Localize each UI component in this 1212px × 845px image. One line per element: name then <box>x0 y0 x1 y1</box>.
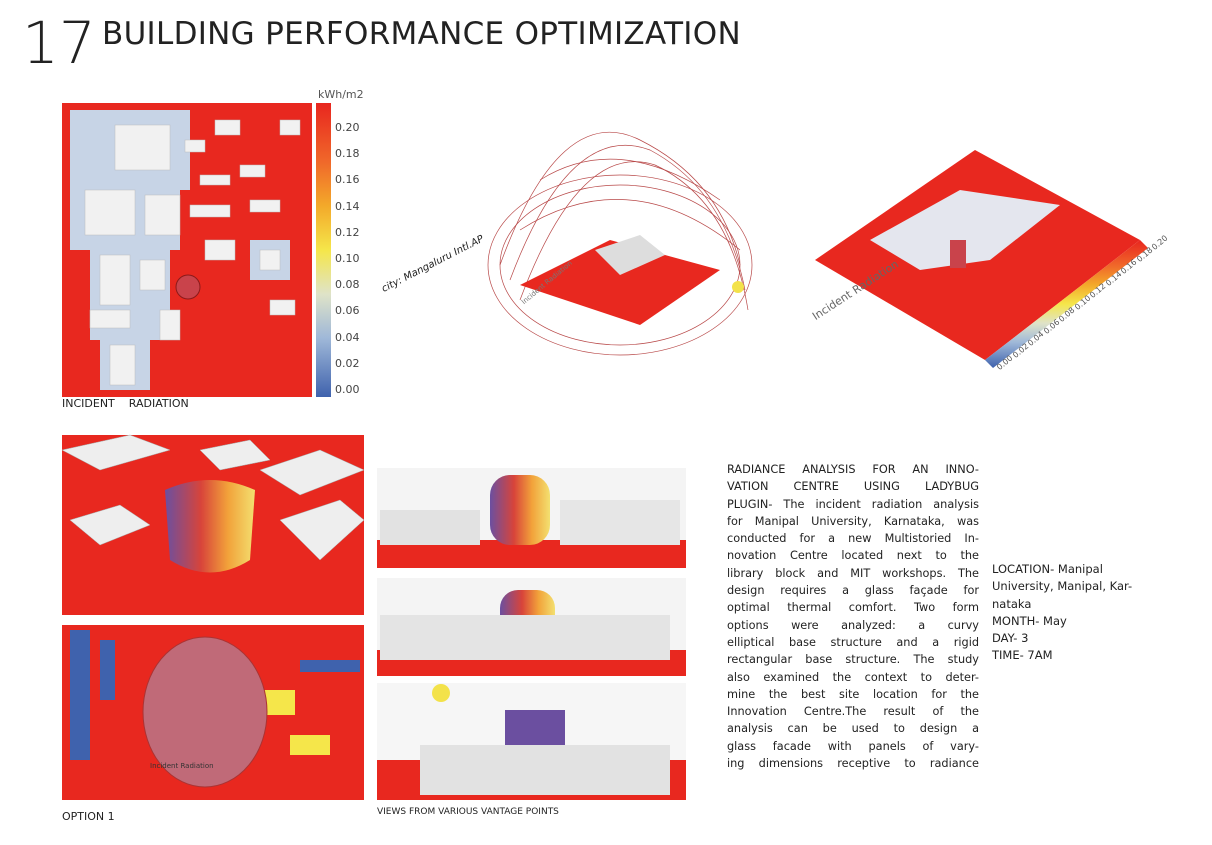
views-caption: VIEWS FROM VARIOUS VANTAGE POINTS <box>377 807 559 817</box>
description-line: rectangular base structure. The study <box>727 653 979 667</box>
legend-label: 0.00 <box>335 383 360 396</box>
legend-label: 0.16 <box>335 173 360 187</box>
location-line: LOCATION- Manipal <box>992 562 1103 576</box>
description-line: PLUGIN- The incident radiation analysis <box>727 497 979 511</box>
legend-label: 0.18 <box>335 147 360 161</box>
location-line: nataka <box>992 596 1032 611</box>
description-line: conducted for a new Multistoried In- <box>727 532 979 546</box>
description-line: also examined the context to deter- <box>727 670 979 684</box>
page-number: 17 <box>22 9 96 77</box>
description-line: Innovation Centre.The result of the <box>727 705 979 719</box>
description-line: glass facade with panels of vary- <box>727 739 979 753</box>
location-line: University, Manipal, Kar- <box>992 579 1133 594</box>
description-line: novation Centre located next to the <box>727 549 979 563</box>
description: RADIANCE ANALYSIS FOR AN INNO- VATION CEN… <box>727 461 979 772</box>
legend-label: 0.20 <box>335 121 360 134</box>
description-line: optimal thermal comfort. Two form <box>727 601 979 615</box>
location: LOCATION- Manipal University, Manipal, Ka… <box>992 561 1132 665</box>
site-3d-buildings <box>870 190 1060 270</box>
site-3d-tower <box>950 240 966 268</box>
description-line: RADIANCE ANALYSIS FOR AN INNO- <box>727 463 979 476</box>
description-line: elliptical base structure and a rigid <box>727 635 979 649</box>
legend-label: 0.06 <box>335 304 360 318</box>
option-tower <box>165 480 255 573</box>
legend-3d-bar <box>985 240 1148 368</box>
site-tower <box>175 274 201 300</box>
legend-label: 0.10 <box>335 252 360 265</box>
sun <box>732 281 744 293</box>
legend-label: 0.08 <box>335 278 360 292</box>
legend-label: 0.04 <box>335 330 360 344</box>
legend-label: 0.14 <box>335 199 360 213</box>
description-line: library block and MIT workshops. The <box>727 566 979 580</box>
location-line: MONTH- May <box>992 613 1067 628</box>
sun-buildings <box>595 235 665 275</box>
legend-bar <box>316 103 331 397</box>
legend-label: 0.12 <box>335 225 360 239</box>
page-title: BUILDING PERFORMANCE OPTIMIZATION <box>102 16 741 52</box>
location-line: DAY- 3 <box>992 631 1029 646</box>
description-line: ing dimensions receptive to radiance <box>727 757 979 771</box>
site-caption: INCIDENT RADIATION <box>62 397 189 410</box>
description-line: design requires a glass façade for <box>727 584 979 598</box>
sun-path <box>487 131 753 356</box>
description-line: for Manipal University, Karnataka, was <box>727 514 979 528</box>
description-line: VATION CENTRE USING LADYBUG <box>727 480 979 494</box>
legend-label: 0.02 <box>335 356 360 370</box>
option-plan-tower <box>142 636 268 788</box>
description-line: mine the best site location for the <box>727 687 979 701</box>
location-line: TIME- 7AM <box>992 648 1053 663</box>
sun-site <box>520 240 720 325</box>
render-label: Incident Radiation <box>150 762 214 770</box>
option-caption: OPTION 1 <box>62 810 115 823</box>
site-buildings <box>84 119 301 386</box>
legend-unit: kWh/m2 <box>318 88 364 101</box>
description-line: analysis can be used to design a <box>727 722 979 736</box>
description-line: options were analyzed: a curvy <box>727 618 979 632</box>
